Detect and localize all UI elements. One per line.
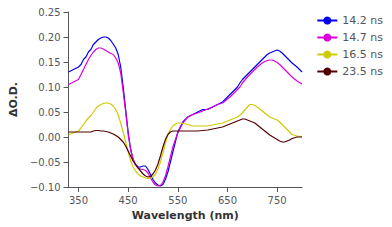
svg-text:16.5 ns: 16.5 ns <box>342 48 383 61</box>
svg-text:0.05: 0.05 <box>38 107 60 118</box>
svg-text:550: 550 <box>168 195 187 206</box>
svg-text:14.2 ns: 14.2 ns <box>342 14 383 27</box>
svg-text:0.25: 0.25 <box>38 7 60 18</box>
svg-text:0.10: 0.10 <box>38 82 60 93</box>
svg-text:−0.05: −0.05 <box>30 157 61 168</box>
svg-text:23.5 ns: 23.5 ns <box>342 65 383 78</box>
svg-text:ΔO.D.: ΔO.D. <box>7 82 20 117</box>
svg-text:350: 350 <box>69 195 88 206</box>
svg-text:450: 450 <box>119 195 138 206</box>
svg-text:14.7 ns: 14.7 ns <box>342 31 383 44</box>
svg-text:650: 650 <box>218 195 237 206</box>
svg-text:−0.10: −0.10 <box>30 182 61 193</box>
svg-text:Wavelength (nm): Wavelength (nm) <box>132 209 239 222</box>
svg-text:750: 750 <box>268 195 287 206</box>
svg-text:0.00: 0.00 <box>38 132 60 143</box>
svg-text:0.15: 0.15 <box>38 57 60 68</box>
svg-text:0.20: 0.20 <box>38 32 60 43</box>
